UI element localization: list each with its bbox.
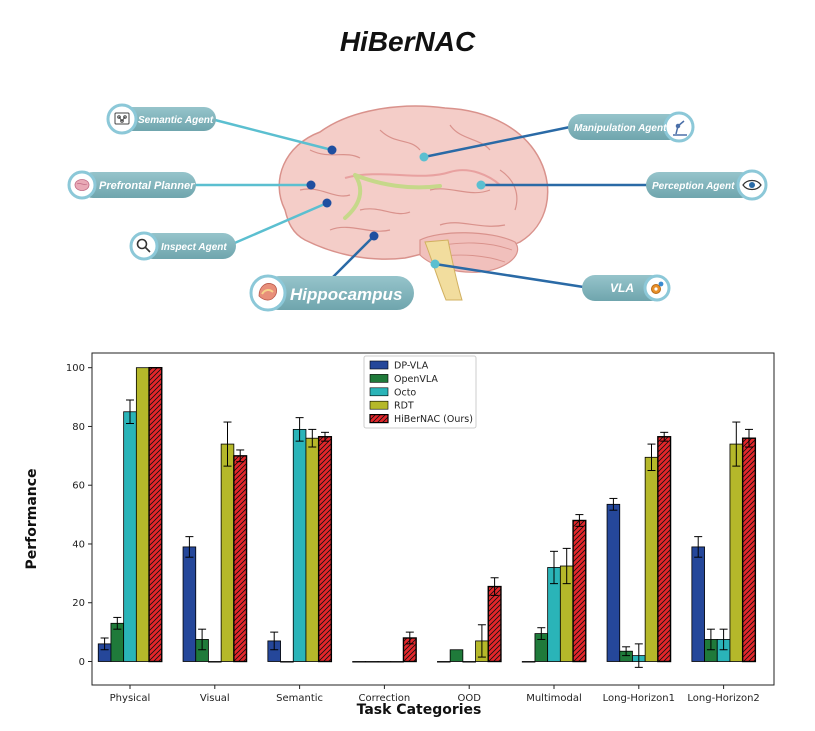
node-dot (430, 259, 440, 269)
legend: DP-VLA OpenVLA Octo RDT HiBerNAC (Ours) (363, 355, 477, 429)
bar-hibernac-ours- (572, 519, 587, 663)
bar-rdt (135, 367, 150, 662)
bar-hibernac-ours- (487, 585, 502, 663)
node-dot (327, 145, 337, 155)
y-tick-label: 80 (72, 422, 85, 433)
network-icon (114, 112, 130, 125)
legend-swatch (369, 413, 389, 424)
y-tick-label: 0 (79, 657, 85, 668)
node-dot (322, 198, 332, 208)
connector-inspect (229, 201, 328, 247)
connector-vla (434, 262, 591, 290)
y-tick-label: 40 (72, 539, 85, 550)
node-dot (369, 231, 379, 241)
bar-rdt (390, 661, 404, 663)
bar-octo (462, 661, 476, 663)
gear-icon (651, 281, 664, 294)
node-dot (306, 180, 316, 190)
legend-swatch (369, 374, 389, 383)
y-axis: 0 20 40 60 80 100 (66, 363, 92, 668)
legend-label: OpenVLA (394, 374, 438, 385)
node-dot (419, 152, 429, 162)
bar-hibernac-ours- (233, 455, 248, 663)
bar-rdt (729, 443, 744, 662)
bar-dp-vla (352, 661, 366, 663)
agent-vla: VLA (582, 274, 671, 302)
agent-label: Hippocampus (290, 285, 402, 304)
agent-label: Perception Agent (652, 181, 735, 192)
robot-arm-icon (673, 120, 687, 136)
agent-label: Inspect Agent (161, 242, 227, 253)
node-dot (476, 180, 486, 190)
bar-dp-vla (691, 546, 705, 662)
agent-semantic: Semantic Agent (106, 103, 216, 135)
bar-openvla (280, 661, 294, 663)
bar-rdt (644, 456, 659, 662)
bar-octo (292, 428, 307, 662)
brain-diagram: Semantic Agent Prefrontal Planner Inspec… (67, 103, 768, 312)
bar-hibernac-ours- (657, 436, 672, 663)
y-axis-title: Performance (24, 468, 40, 569)
connector-hippocampus (329, 235, 375, 281)
connector-manipulation (423, 125, 571, 159)
bar-octo (208, 661, 222, 663)
agent-hippocampus: Hippocampus (249, 274, 414, 312)
x-axis-title: Task Categories (357, 702, 482, 718)
connector-semantic (214, 118, 333, 152)
legend-label: DP-VLA (394, 361, 429, 372)
x-tick-label: Correction (359, 693, 411, 704)
legend-swatch (369, 360, 389, 370)
bar-octo (377, 661, 392, 663)
x-tick-label: Long-Horizon1 (603, 693, 675, 704)
x-tick-label: Semantic (276, 693, 323, 704)
legend-label: Octo (394, 387, 416, 398)
brain-illustration (278, 105, 549, 301)
agent-prefrontal-planner: Prefrontal Planner (67, 170, 196, 200)
agent-perception: Perception Agent (646, 169, 768, 201)
bar-dp-vla (521, 661, 536, 663)
x-tick-label: OOD (457, 693, 481, 704)
y-tick-label: 20 (72, 598, 85, 609)
legend-swatch (369, 400, 389, 410)
agent-label: Prefrontal Planner (99, 180, 195, 192)
agent-manipulation: Manipulation Agent (568, 111, 695, 143)
bar-openvla (449, 649, 464, 662)
bar-rdt (305, 437, 320, 662)
agent-label: VLA (610, 281, 634, 295)
bars (97, 366, 757, 668)
eye-icon (742, 179, 762, 191)
x-tick-label: Long-Horizon2 (687, 693, 759, 704)
magnifier-icon (136, 238, 151, 253)
hippocampus-icon (258, 283, 278, 301)
x-tick-label: Multimodal (526, 693, 582, 704)
bar-dp-vla (182, 546, 197, 662)
figure-title: HiBerNAC (339, 26, 476, 57)
bar-hibernac-ours- (741, 437, 757, 663)
y-tick-label: 60 (72, 481, 85, 492)
bar-dp-vla (437, 661, 451, 663)
agent-label: Semantic Agent (138, 115, 214, 126)
bar-chart: 0 20 40 60 80 100 Physical Visual Semantic Corre… (24, 352, 775, 718)
x-tick-label: Visual (200, 693, 230, 704)
bar-openvla (364, 661, 379, 663)
brain-icon (74, 179, 90, 191)
y-tick-label: 100 (66, 363, 85, 374)
x-axis: Physical Visual Semantic Correction OOD Multi… (110, 685, 760, 704)
bar-hibernac-ours- (317, 436, 333, 663)
bar-octo (123, 411, 137, 662)
legend-swatch (369, 387, 389, 397)
legend-label: HiBerNAC (Ours) (394, 414, 473, 425)
bar-dp-vla (606, 503, 621, 662)
bar-hibernac-ours- (148, 366, 163, 663)
x-tick-label: Physical (110, 693, 151, 704)
agent-inspect: Inspect Agent (129, 231, 236, 261)
legend-label: RDT (394, 401, 414, 412)
bar-rdt (220, 443, 235, 662)
agent-label: Manipulation Agent (574, 123, 667, 134)
